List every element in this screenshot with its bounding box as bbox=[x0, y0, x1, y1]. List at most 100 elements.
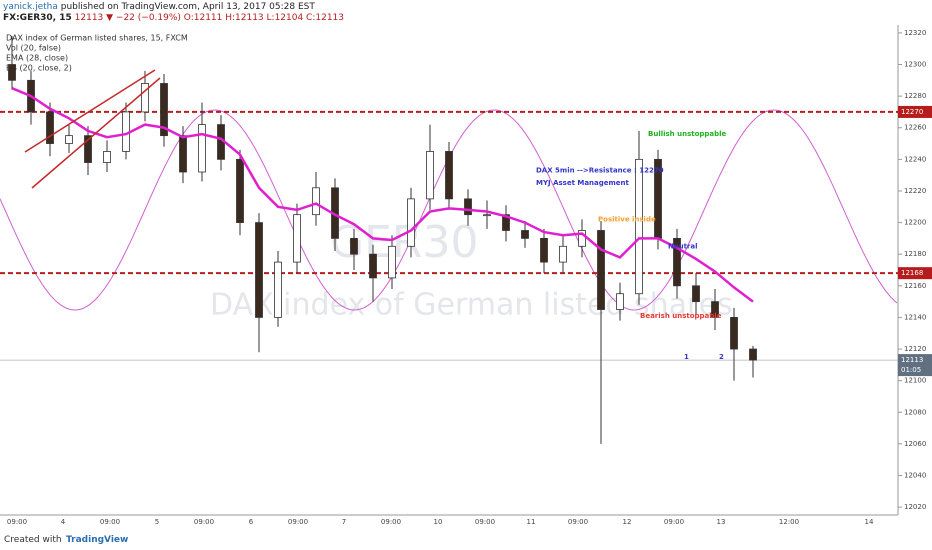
x-tick-label: 14 bbox=[865, 518, 874, 526]
footer: Created with TradingView bbox=[0, 532, 932, 550]
y-tick-label: 12140 bbox=[904, 313, 926, 321]
x-tick-label: 6 bbox=[249, 518, 254, 526]
candle-body bbox=[8, 64, 16, 81]
y-tick-label: 12080 bbox=[904, 408, 926, 416]
candle-body bbox=[103, 151, 111, 163]
candle-body bbox=[274, 261, 282, 318]
candle-body bbox=[160, 83, 168, 137]
candle-body bbox=[559, 245, 567, 263]
candle-body bbox=[84, 135, 92, 163]
ema-line bbox=[11, 87, 754, 303]
plot-area bbox=[0, 25, 898, 515]
y-tick-label: 12060 bbox=[904, 440, 926, 448]
y-tick-label: 12280 bbox=[904, 92, 926, 100]
quote: 12113 ▼ −22 (−0.19%) O:12111 H:12113 L:1… bbox=[74, 13, 345, 23]
legend-item: BB (20, close, 2) bbox=[6, 64, 72, 73]
candle-body bbox=[236, 158, 244, 223]
annotation: 2 bbox=[719, 353, 724, 361]
x-tick-label: 09:00 bbox=[475, 518, 495, 526]
candle-body bbox=[293, 214, 301, 263]
last-price-box bbox=[898, 354, 932, 377]
author[interactable]: yanick.jetha bbox=[3, 2, 58, 12]
x-tick-label: 09:00 bbox=[194, 518, 214, 526]
y-tick-label: 12040 bbox=[904, 471, 926, 479]
last-price-label: 12113 bbox=[901, 356, 923, 364]
y-tick-label: 12300 bbox=[904, 61, 926, 69]
annotation: Bullish unstoppable bbox=[648, 130, 727, 138]
candle-body bbox=[578, 230, 586, 247]
x-tick-label: 5 bbox=[155, 518, 159, 526]
candle-body bbox=[350, 237, 358, 255]
trend-arrow bbox=[31, 77, 161, 189]
candle-body bbox=[426, 151, 434, 200]
symbol: FX:GER30, 15 bbox=[3, 13, 72, 23]
annotation: Positive inside bbox=[598, 215, 656, 223]
candle-body bbox=[749, 348, 757, 361]
candle-body bbox=[388, 245, 396, 279]
candle-body bbox=[616, 293, 624, 310]
published: published on TradingView.com, April 13, … bbox=[60, 2, 315, 12]
candle-body bbox=[46, 111, 54, 144]
y-tick-label: 12240 bbox=[904, 155, 926, 163]
level-label: 12168 bbox=[901, 269, 923, 277]
y-tick-label: 12200 bbox=[904, 219, 926, 227]
y-tick-label: 12160 bbox=[904, 282, 926, 290]
y-tick-label: 12100 bbox=[904, 377, 926, 385]
candle-body bbox=[673, 237, 681, 287]
x-tick-label: 10 bbox=[434, 518, 443, 526]
annotation: Bearish unstoppable bbox=[640, 312, 722, 320]
legend-item: Vol (20, false) bbox=[6, 44, 61, 53]
quote-line: FX:GER30, 15 12113 ▼ −22 (−0.19%) O:1211… bbox=[3, 13, 344, 23]
candle-body bbox=[198, 124, 206, 173]
countdown-label: 01:05 bbox=[901, 366, 921, 374]
x-tick-label: 7 bbox=[342, 518, 346, 526]
candle-body bbox=[407, 198, 415, 247]
x-tick-label: 4 bbox=[61, 518, 66, 526]
candle-body bbox=[445, 151, 453, 200]
header-line: yanick.jetha published on TradingView.co… bbox=[3, 2, 315, 12]
candle-body bbox=[483, 214, 491, 217]
annotation: MYJ Asset Management bbox=[536, 179, 630, 187]
candle-body bbox=[369, 253, 377, 279]
watermark-name: DAX index of German listed shares bbox=[210, 288, 733, 323]
candle-body bbox=[692, 285, 700, 303]
y-tick-label: 12260 bbox=[904, 124, 926, 132]
trend-arrow bbox=[24, 69, 156, 153]
candle-body bbox=[502, 214, 510, 231]
candle-body bbox=[635, 158, 643, 295]
y-tick-label: 12220 bbox=[904, 187, 926, 195]
chart: GER30 DAX index of German listed shares … bbox=[0, 25, 932, 526]
annotation: Neutral bbox=[668, 242, 698, 250]
x-tick-label: 13 bbox=[717, 518, 726, 526]
candle-body bbox=[730, 317, 738, 350]
legend-item: DAX index of German listed shares, 15, F… bbox=[6, 34, 188, 43]
x-tick-label: 09:00 bbox=[100, 518, 120, 526]
x-tick-label: 09:00 bbox=[568, 518, 588, 526]
x-tick-label: 09:00 bbox=[381, 518, 401, 526]
level-label: 12270 bbox=[901, 108, 923, 116]
x-tick-label: 12:00 bbox=[779, 518, 799, 526]
candle-body bbox=[312, 187, 320, 216]
candle-body bbox=[141, 83, 149, 113]
x-tick-label: 11 bbox=[527, 518, 536, 526]
candle-body bbox=[255, 222, 263, 318]
candle-body bbox=[597, 230, 605, 310]
y-tick-label: 12180 bbox=[904, 250, 926, 258]
y-tick-label: 12120 bbox=[904, 345, 926, 353]
y-tick-label: 12320 bbox=[904, 29, 926, 37]
legend-item: EMA (28, close) bbox=[6, 54, 68, 63]
x-tick-label: 12 bbox=[623, 518, 632, 526]
x-tick-label: 09:00 bbox=[664, 518, 684, 526]
level-box bbox=[898, 105, 932, 118]
footer-brand[interactable]: TradingView bbox=[66, 535, 129, 545]
candle-body bbox=[540, 237, 548, 263]
level-box bbox=[898, 267, 932, 280]
x-tick-label: 09:00 bbox=[7, 518, 27, 526]
candle-body bbox=[65, 135, 73, 144]
annotation: DAX 5min -->Resistance : 12270 bbox=[536, 166, 664, 174]
y-tick-label: 12020 bbox=[904, 503, 926, 511]
candle-body bbox=[179, 135, 187, 173]
candle-body bbox=[464, 198, 472, 216]
candle-body bbox=[521, 230, 529, 239]
